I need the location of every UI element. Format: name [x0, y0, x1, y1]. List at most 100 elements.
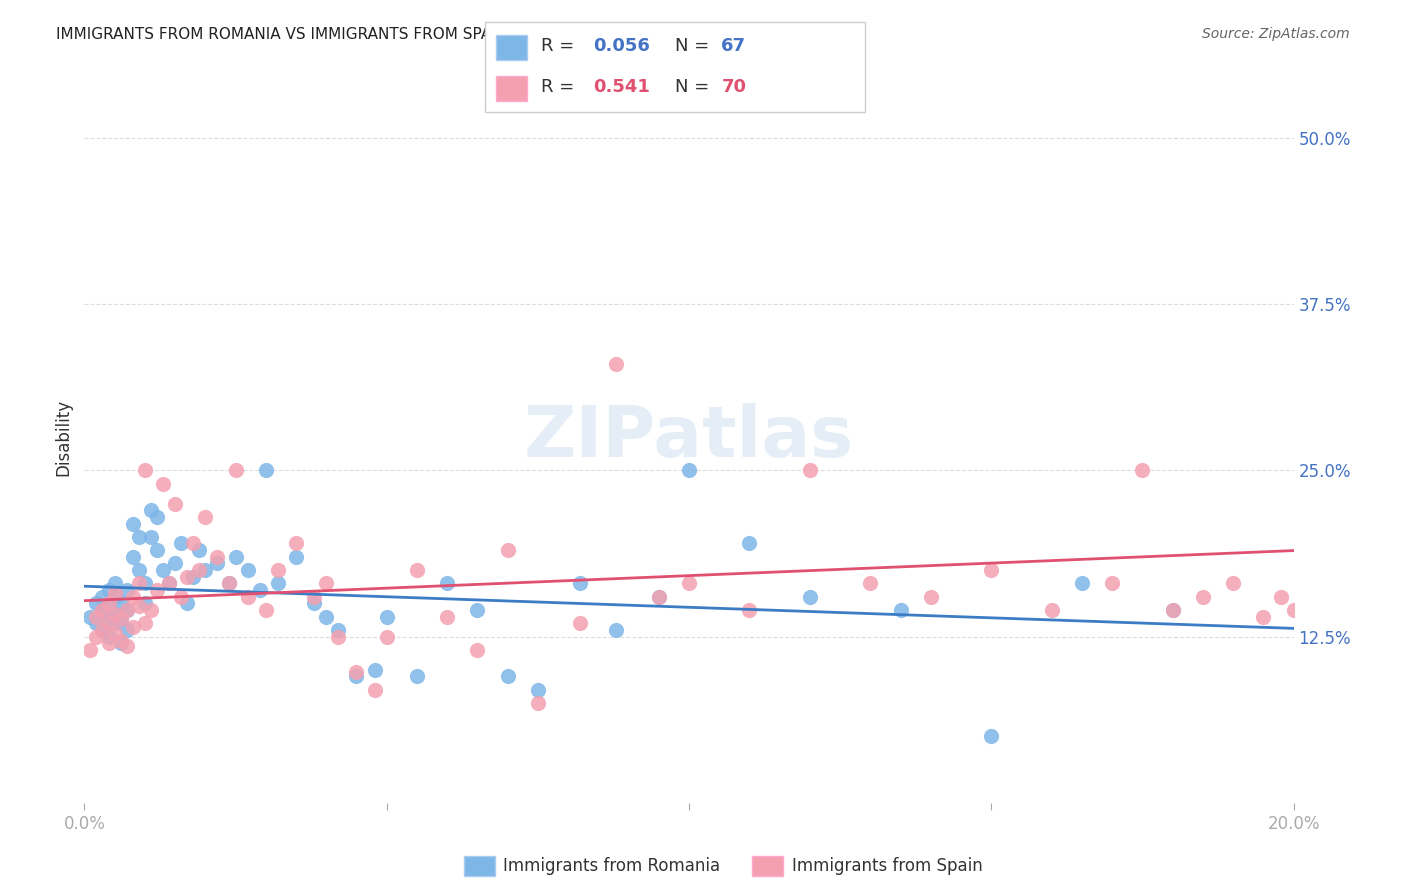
Point: [128, 530, 150, 544]
Point: [236, 563, 259, 577]
Point: [165, 497, 187, 511]
Point: [115, 639, 138, 653]
Point: [920, 590, 942, 604]
Point: [527, 682, 550, 697]
Point: [91, 603, 114, 617]
Text: Immigrants from Romania: Immigrants from Romania: [503, 857, 720, 875]
Point: [115, 582, 138, 597]
Point: [799, 463, 821, 477]
Point: [236, 590, 259, 604]
Point: [363, 663, 385, 677]
Point: [97, 582, 120, 597]
Point: [207, 549, 229, 564]
Point: [218, 576, 240, 591]
Point: [139, 530, 162, 544]
Point: [128, 599, 150, 613]
Point: [104, 607, 127, 621]
Point: [605, 623, 627, 637]
Point: [225, 549, 247, 564]
Point: [115, 603, 138, 617]
Point: [115, 603, 138, 617]
Point: [97, 616, 120, 631]
Point: [91, 590, 114, 604]
Point: [1270, 590, 1292, 604]
Point: [363, 682, 385, 697]
Text: IMMIGRANTS FROM ROMANIA VS IMMIGRANTS FROM SPAIN DISABILITY CORRELATION CHART: IMMIGRANTS FROM ROMANIA VS IMMIGRANTS FR…: [56, 27, 765, 42]
Text: Immigrants from Spain: Immigrants from Spain: [792, 857, 983, 875]
Point: [1313, 576, 1336, 591]
Point: [569, 616, 592, 631]
Point: [285, 536, 308, 550]
Point: [1161, 603, 1184, 617]
Point: [97, 609, 120, 624]
Point: [218, 576, 240, 591]
Point: [1192, 590, 1215, 604]
Point: [121, 549, 143, 564]
Point: [859, 576, 882, 591]
Point: [188, 543, 211, 558]
Point: [467, 603, 489, 617]
Point: [1222, 576, 1244, 591]
Point: [1040, 603, 1063, 617]
Point: [165, 557, 187, 571]
Point: [97, 630, 120, 644]
Point: [496, 669, 519, 683]
Text: R =: R =: [541, 78, 581, 96]
Point: [91, 623, 114, 637]
Point: [1101, 576, 1123, 591]
Point: [188, 563, 211, 577]
Point: [194, 563, 217, 577]
Point: [980, 729, 1002, 743]
Point: [406, 669, 429, 683]
Point: [328, 623, 350, 637]
Point: [86, 616, 108, 631]
Point: [285, 549, 308, 564]
Point: [157, 576, 180, 591]
Text: N =: N =: [675, 37, 714, 55]
Point: [194, 509, 217, 524]
Point: [375, 630, 398, 644]
Point: [678, 463, 700, 477]
Point: [436, 576, 458, 591]
Point: [648, 590, 671, 604]
Point: [176, 570, 198, 584]
Point: [207, 557, 229, 571]
Point: [152, 476, 174, 491]
Text: 0.541: 0.541: [593, 78, 650, 96]
Text: 67: 67: [721, 37, 747, 55]
Point: [128, 563, 150, 577]
Point: [302, 590, 325, 604]
Point: [406, 563, 429, 577]
Point: [104, 607, 127, 621]
Text: ZIPatlas: ZIPatlas: [524, 402, 853, 472]
Point: [104, 576, 127, 591]
Text: 70: 70: [721, 78, 747, 96]
Point: [346, 669, 368, 683]
Point: [139, 503, 162, 517]
Point: [146, 582, 169, 597]
Point: [267, 563, 290, 577]
Point: [467, 643, 489, 657]
Point: [110, 636, 132, 650]
Point: [91, 623, 114, 637]
Point: [1161, 603, 1184, 617]
Point: [121, 590, 143, 604]
Point: [1343, 609, 1365, 624]
Point: [134, 596, 156, 610]
Point: [890, 603, 912, 617]
Text: N =: N =: [675, 78, 714, 96]
Point: [254, 463, 277, 477]
Point: [134, 463, 156, 477]
Point: [267, 576, 290, 591]
Point: [315, 609, 337, 624]
Point: [157, 576, 180, 591]
Text: R =: R =: [541, 37, 581, 55]
Point: [110, 612, 132, 626]
Point: [375, 609, 398, 624]
Point: [176, 596, 198, 610]
Point: [648, 590, 671, 604]
Text: 0.056: 0.056: [593, 37, 650, 55]
Point: [86, 596, 108, 610]
Point: [110, 633, 132, 648]
Point: [97, 596, 120, 610]
